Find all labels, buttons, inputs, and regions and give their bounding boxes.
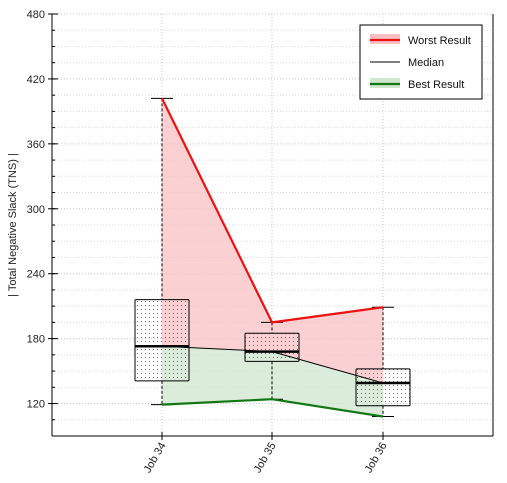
legend: Worst Result Median Best Result bbox=[360, 25, 482, 99]
x-tick-label: Job 34 bbox=[142, 441, 169, 476]
y-axis-label: | Total Negative Slack (TNS) | bbox=[7, 153, 19, 297]
y-tick-label: 180 bbox=[27, 334, 45, 346]
y-tick-label: 480 bbox=[27, 9, 45, 21]
y-tick-label: 360 bbox=[27, 139, 45, 151]
x-tick-label: Job 35 bbox=[252, 441, 279, 476]
y-tick-label: 120 bbox=[27, 399, 45, 411]
legend-label: Worst Result bbox=[408, 35, 471, 47]
y-tick-label: 240 bbox=[27, 269, 45, 281]
y-tick-label: 300 bbox=[27, 204, 45, 216]
y-tick-label: 420 bbox=[27, 74, 45, 86]
box-iqr bbox=[356, 369, 410, 406]
legend-label: Best Result bbox=[408, 79, 464, 91]
legend-label: Median bbox=[408, 57, 444, 69]
x-tick-label: Job 36 bbox=[363, 441, 390, 476]
box-iqr bbox=[135, 300, 189, 381]
